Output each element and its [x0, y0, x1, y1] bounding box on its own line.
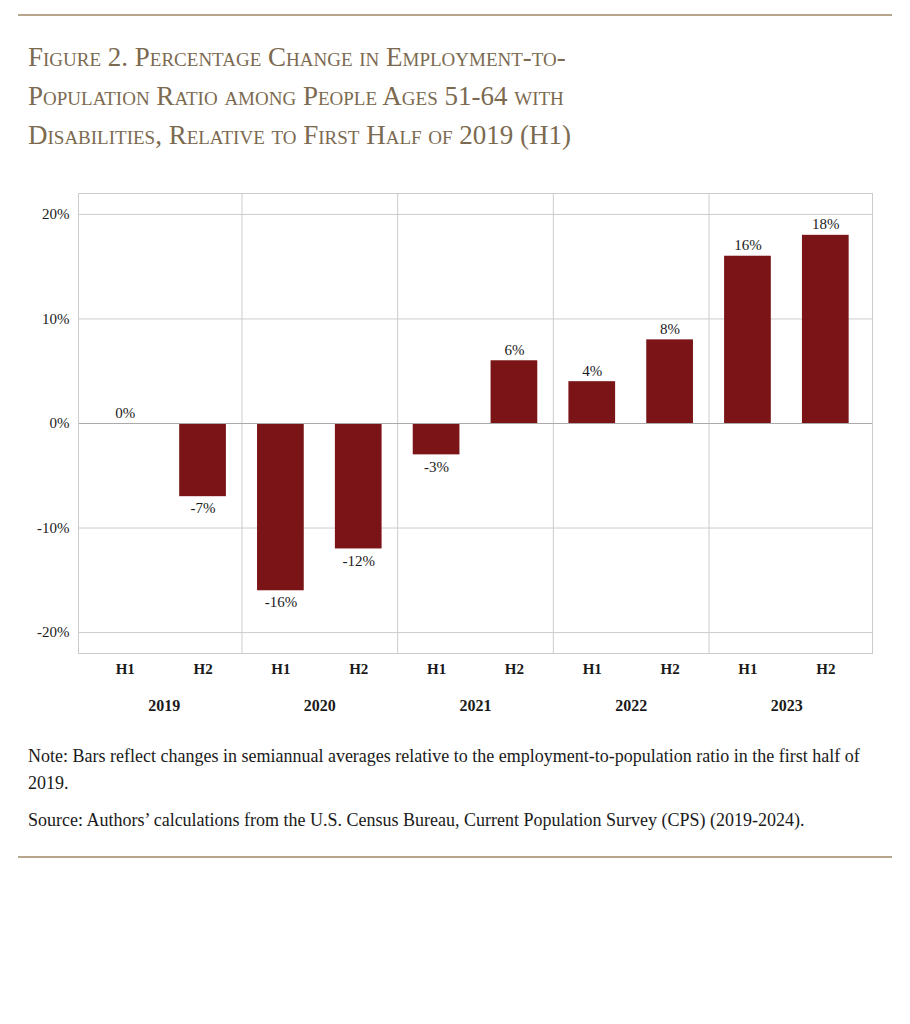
svg-text:0%: 0% [50, 416, 70, 432]
svg-text:-12%: -12% [342, 553, 375, 569]
svg-text:16%: 16% [734, 238, 762, 254]
svg-text:H1: H1 [583, 662, 602, 678]
html-text:Figure 2. Percentage Change in: Figure 2. Percentage Change in Employmen… [28, 42, 572, 151]
html-text:Source: Authors’ calculations: Source: Authors’ calculations from the U… [28, 810, 805, 831]
svg-text:6%: 6% [504, 342, 524, 358]
svg-text:18%: 18% [812, 217, 840, 233]
svg-text:H1: H1 [427, 662, 446, 678]
svg-text:-3%: -3% [424, 459, 449, 475]
svg-text:H2: H2 [193, 662, 212, 678]
svg-text:H1: H1 [271, 662, 290, 678]
svg-text:H2: H2 [505, 662, 524, 678]
svg-text:20%: 20% [42, 207, 70, 223]
svg-text:H2: H2 [661, 662, 680, 678]
svg-text:-10%: -10% [37, 520, 70, 536]
svg-text:-20%: -20% [37, 625, 70, 641]
svg-text:2023: 2023 [771, 697, 803, 714]
svg-text:2022: 2022 [615, 697, 647, 714]
svg-text:2021: 2021 [460, 697, 492, 714]
svg-text:2020: 2020 [304, 697, 336, 714]
svg-text:0%: 0% [115, 405, 135, 421]
html-text:Note: Bars reflect changes in: Note: Bars reflect changes in semiannual… [28, 746, 860, 794]
svg-text:8%: 8% [660, 321, 680, 337]
svg-text:H2: H2 [816, 662, 835, 678]
svg-text:H2: H2 [349, 662, 368, 678]
svg-text:H1: H1 [738, 662, 757, 678]
svg-text:-7%: -7% [191, 501, 216, 517]
svg-text:4%: 4% [582, 363, 602, 379]
svg-text:-16%: -16% [265, 595, 298, 611]
svg-text:H1: H1 [116, 662, 135, 678]
svg-text:10%: 10% [42, 311, 70, 327]
svg-text:2019: 2019 [148, 697, 180, 714]
